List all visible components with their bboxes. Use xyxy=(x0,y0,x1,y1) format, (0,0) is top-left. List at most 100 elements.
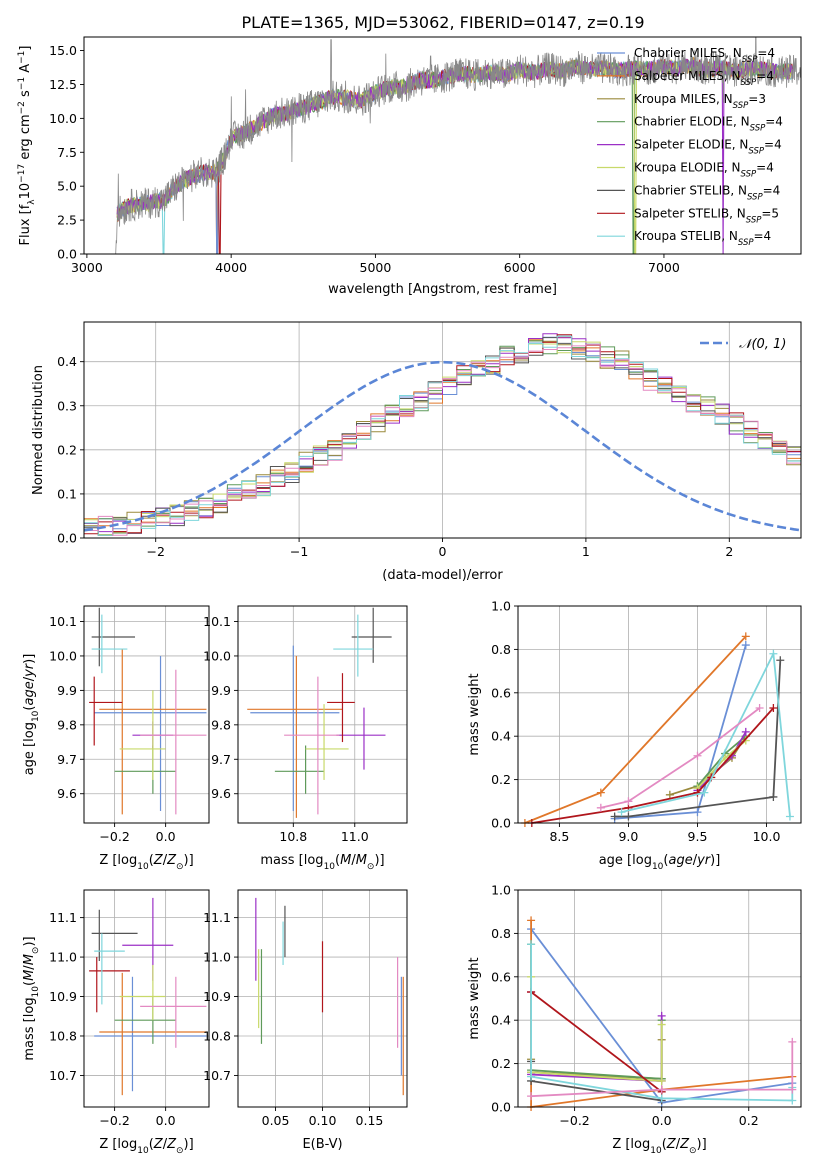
plus-marker xyxy=(610,812,619,821)
x-axis-label: (data-model)/error xyxy=(382,568,503,583)
y-tick-label: 11.0 xyxy=(203,950,231,965)
x-tick-label: 9.5 xyxy=(688,829,708,844)
series-line xyxy=(530,992,663,1082)
series-line xyxy=(530,976,663,1082)
x-tick-label: 0.0 xyxy=(156,829,176,844)
plus-marker xyxy=(693,751,702,760)
series-line xyxy=(614,660,782,818)
axes-age_vs_mass: 10.8 11.0 9.6 9.7 9.8 9.9 10.0 10.1 mass [log10(… xyxy=(203,606,407,872)
x-tick-label: 0.2 xyxy=(739,1113,759,1128)
error-bar-point xyxy=(140,976,207,1048)
x-tick-label: −1 xyxy=(290,544,308,559)
x-axis-label: Z [log10(Z/Z⊙)] xyxy=(99,853,193,872)
plus-marker xyxy=(693,808,702,817)
legend-entry: Kroupa STELIB, NSSP=4 xyxy=(597,229,771,248)
legend-entry: Kroupa ELODIE, NSSP=4 xyxy=(597,161,774,180)
error-bar-point xyxy=(305,704,349,780)
age_vs_mass-plot xyxy=(247,607,392,818)
y-tick-label: 9.9 xyxy=(57,683,77,698)
x-axis-label: Z [log10(Z/Z⊙)] xyxy=(612,1137,706,1156)
x-tick-label: 7000 xyxy=(648,260,680,275)
error-bar-point xyxy=(91,607,136,667)
y-tick-label: 10.1 xyxy=(49,614,77,629)
plus-marker xyxy=(693,788,702,797)
plus-marker xyxy=(769,792,778,801)
series-line xyxy=(614,644,747,820)
error-bar-point xyxy=(140,669,207,815)
y-tick-label: 9.7 xyxy=(211,752,231,767)
y-tick-label: 9.6 xyxy=(57,786,77,801)
y-axis-label: mass weight xyxy=(467,673,482,755)
legend-label: 𝒩(0, 1) xyxy=(739,337,786,352)
x-tick-label: −2 xyxy=(146,544,164,559)
legend-entry: Chabrier STELIB, NSSP=4 xyxy=(597,183,780,202)
x-tick-label: 10.8 xyxy=(279,829,307,844)
legend: Chabrier MILES, NSSP=4 Salpeter MILES, NS… xyxy=(597,46,783,248)
y-axis-label: Flux [fλ10−17 erg cm−2 s−1 A−1] xyxy=(17,46,37,246)
y-tick-label: 0.3 xyxy=(57,398,77,413)
plus-marker xyxy=(769,703,778,712)
y-tick-label: 0.4 xyxy=(57,354,77,369)
y-tick-label: 0.1 xyxy=(57,486,77,501)
y-axis-label: mass weight xyxy=(467,957,482,1039)
y-tick-label: 9.8 xyxy=(57,717,77,732)
y-tick-label: 10.0 xyxy=(203,648,231,663)
y-tick-label: 0.0 xyxy=(491,1100,511,1115)
error-bar-point xyxy=(94,976,207,1092)
y-tick-label: 0.2 xyxy=(57,442,77,457)
y-tick-label: 0.0 xyxy=(57,247,77,262)
x-tick-label: 8.5 xyxy=(549,829,569,844)
y-tick-label: 11.1 xyxy=(49,910,77,925)
plus-marker xyxy=(657,1094,666,1103)
x-tick-label: 9.0 xyxy=(618,829,638,844)
data-spectrum-line xyxy=(115,37,801,254)
y-tick-label: 5.0 xyxy=(57,179,77,194)
error-bar-point xyxy=(333,614,374,677)
axes-massweight_vs_age: 8.5 9.0 9.5 10.0 0.0 0.2 0.4 0.6 0.8 1.0 age [log1… xyxy=(467,599,801,872)
plus-marker xyxy=(624,812,633,821)
plus-marker xyxy=(788,1037,797,1046)
y-tick-label: 2.5 xyxy=(57,213,77,228)
x-tick-label: 10.0 xyxy=(753,829,781,844)
legend-label: Salpeter MILES, NSSP=4 xyxy=(634,69,774,88)
legend-label: Chabrier ELODIE, NSSP=4 xyxy=(634,115,783,134)
y-tick-label: 9.9 xyxy=(211,683,231,698)
error-bar-point xyxy=(94,933,125,1005)
age_vs_Z-plot xyxy=(89,607,207,815)
x-tick-label: 0.10 xyxy=(309,1113,337,1128)
x-tick-label: 0.15 xyxy=(356,1113,384,1128)
plus-marker xyxy=(776,656,785,665)
series-line xyxy=(600,707,761,809)
axes-massweight_vs_Z: −0.2 0.0 0.2 0.0 0.2 0.4 0.6 0.8 1.0 Z [log10(Z/Z… xyxy=(467,883,801,1156)
error-bar-point xyxy=(114,745,176,794)
massweight_vs_Z-plot xyxy=(527,916,797,1111)
error-bar-point xyxy=(284,676,340,815)
legend-label: Chabrier MILES, NSSP=4 xyxy=(634,46,775,65)
axes-mass_vs_ebv: 0.05 0.10 0.15 10.7 10.8 10.9 11.0 11.1 E(B-V) xyxy=(203,890,407,1152)
legend-label: Kroupa MILES, NSSP=3 xyxy=(634,92,766,111)
plus-marker xyxy=(617,808,626,817)
y-axis-label: mass [log10(M/M⊙)] xyxy=(22,936,41,1060)
error-bar-point xyxy=(114,996,176,1044)
plus-marker xyxy=(700,788,709,797)
axes-residuals: −2 −1 0 1 2 0.0 0.1 0.2 0.3 0.4 (data-model)/error… xyxy=(31,322,801,583)
x-tick-label: 2 xyxy=(725,544,733,559)
y-tick-label: 10.7 xyxy=(49,1068,77,1083)
y-tick-label: 10.7 xyxy=(203,1068,231,1083)
x-tick-label: 4000 xyxy=(215,260,247,275)
axes-frame-age_vs_Z xyxy=(83,605,210,824)
y-tick-label: 15.0 xyxy=(49,43,77,58)
residual-histogram xyxy=(84,333,801,534)
plus-marker xyxy=(788,1085,797,1094)
y-tick-label: 0.8 xyxy=(491,642,511,657)
legend-label: Chabrier STELIB, NSSP=4 xyxy=(634,183,780,202)
axes-frame-spectrum xyxy=(83,36,802,255)
y-tick-label: 10.0 xyxy=(49,648,77,663)
y-tick-label: 1.0 xyxy=(491,599,511,614)
y-tick-label: 12.5 xyxy=(49,77,77,92)
y-tick-label: 0.0 xyxy=(57,531,77,546)
x-tick-label: 6000 xyxy=(504,260,536,275)
plus-marker xyxy=(527,940,536,949)
plus-marker xyxy=(596,803,605,812)
y-tick-label: 0.0 xyxy=(491,816,511,831)
